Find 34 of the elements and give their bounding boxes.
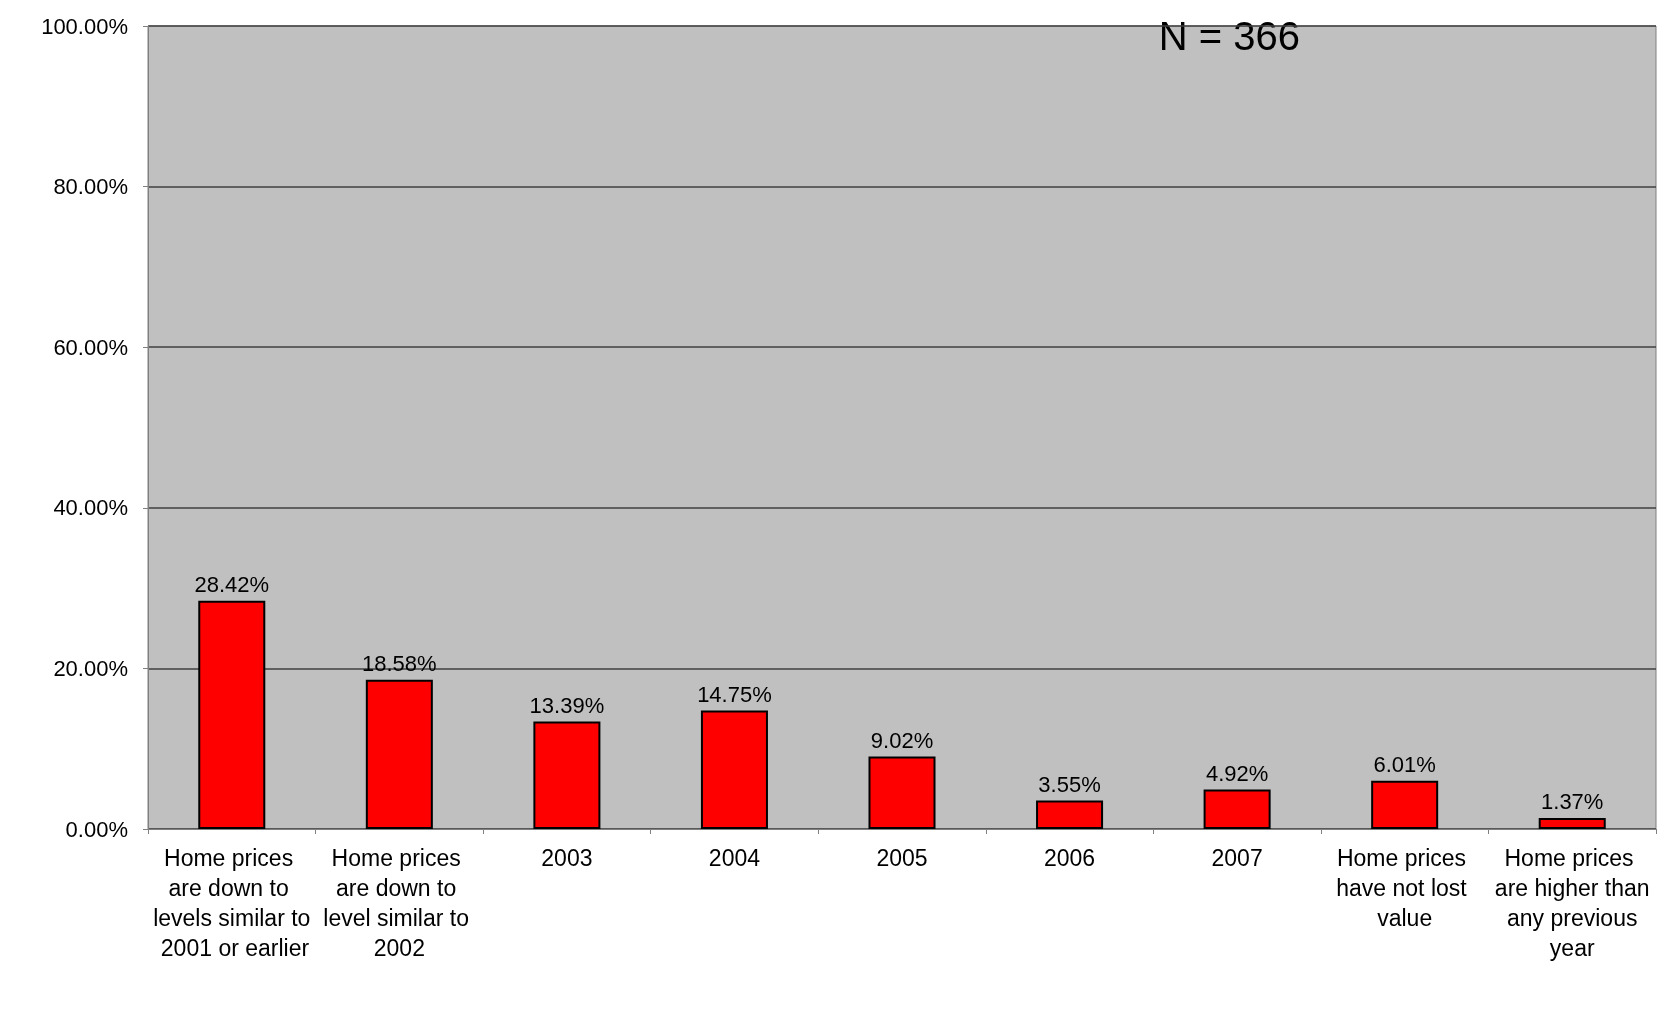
data-label: 18.58% (362, 651, 437, 677)
data-label: 9.02% (870, 728, 934, 754)
annotation: N = 366 (1158, 14, 1301, 58)
x-tick-label: 2004 (708, 845, 761, 871)
bar (365, 679, 433, 829)
y-tick-label: 20.00% (53, 655, 128, 681)
y-tick-label: 100.00% (41, 13, 128, 39)
data-label: 13.39% (529, 692, 605, 718)
bar (198, 600, 266, 829)
y-tick-label: 60.00% (53, 334, 128, 360)
bar (868, 756, 936, 829)
bar (1538, 818, 1606, 829)
x-tick-label: Home prices are down to level similar to 2002 (323, 845, 476, 961)
x-tick-label: 2005 (876, 845, 928, 871)
data-label: 3.55% (1038, 771, 1101, 797)
bar (1036, 800, 1104, 829)
bar (1203, 789, 1271, 829)
data-label: 28.42% (194, 572, 270, 598)
data-label: 1.37% (1541, 789, 1604, 815)
x-tick-label: Home prices are down to levels similar to 2001 or earlier (153, 845, 311, 961)
x-tick-label: 2003 (541, 845, 593, 871)
x-tick-label: Home prices have not lost value (1336, 845, 1474, 931)
y-tick-label: 0.00% (65, 816, 128, 842)
bar (700, 710, 768, 829)
data-label: 6.01% (1373, 752, 1436, 778)
data-label: 14.75% (697, 682, 772, 708)
x-tick-label: 2006 (1043, 845, 1096, 871)
bar (1371, 780, 1439, 829)
data-label: 4.92% (1205, 760, 1269, 786)
y-tick-label: 80.00% (53, 174, 128, 200)
y-tick-label: 40.00% (53, 495, 128, 521)
x-tick-label: Home prices are higher than any previous year (1494, 845, 1650, 961)
x-tick-label: 2007 (1211, 845, 1263, 871)
bar (533, 721, 601, 829)
